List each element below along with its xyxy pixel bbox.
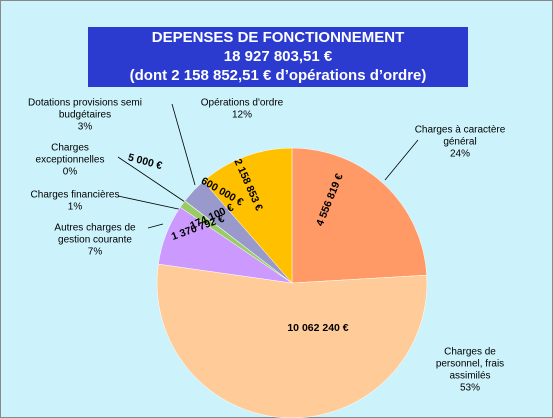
category-label: exceptionnelles: [36, 155, 105, 166]
chart-subtitle: 18 927 803,51 €: [224, 48, 333, 65]
category-label: Charges financières: [31, 190, 120, 201]
category-label: gestion courante: [58, 235, 132, 246]
category-label: Charges à caractère: [415, 125, 506, 136]
percent-label: 0%: [63, 167, 78, 178]
leader-line: [147, 223, 164, 229]
leader-line: [117, 195, 184, 211]
leader-line: [384, 139, 419, 181]
percent-label: 7%: [88, 247, 103, 258]
category-label: Charges: [51, 143, 89, 154]
percent-label: 24%: [450, 149, 470, 160]
percent-label: 12%: [232, 110, 252, 121]
category-label: Dotations provisions semi: [28, 98, 142, 109]
title-box: [88, 27, 468, 87]
pie-slice: [291, 147, 428, 284]
category-label: Charges de: [444, 347, 496, 358]
leader-lines: [117, 103, 419, 229]
category-label: Opérations d'ordre: [201, 98, 284, 109]
chart-title: DEPENSES DE FONCTIONNEMENT: [152, 29, 405, 46]
category-label: Autres charges de: [54, 223, 136, 234]
leader-line: [117, 156, 189, 205]
percent-label: 53%: [460, 383, 480, 394]
value-label: 10 062 240 €: [287, 322, 348, 334]
category-label: personnel, frais: [436, 359, 504, 370]
percent-label: 1%: [68, 202, 83, 213]
category-label: assimilés: [449, 371, 490, 382]
category-label: budgétaires: [59, 110, 111, 121]
category-label: général: [443, 137, 476, 148]
pie-slice: [202, 147, 293, 284]
chart-subtitle: (dont 2 158 852,51 € d’opérations d’ordr…: [130, 67, 427, 84]
leader-line: [171, 103, 196, 186]
percent-label: 3%: [78, 122, 93, 133]
